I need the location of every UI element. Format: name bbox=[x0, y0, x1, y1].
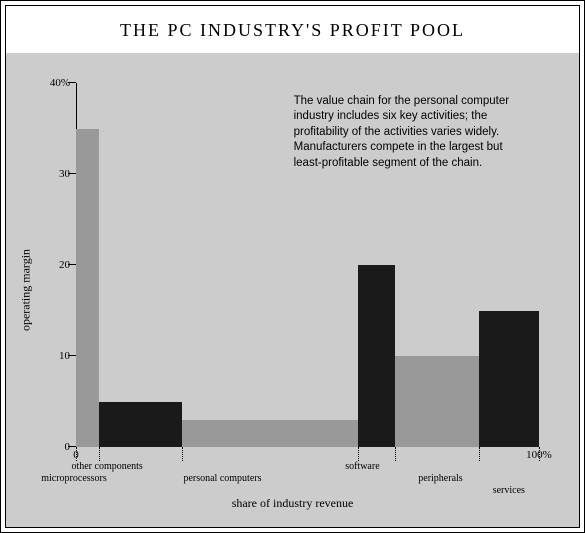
category-leader bbox=[395, 447, 396, 461]
category-label: peripherals bbox=[418, 473, 462, 484]
category-leader bbox=[99, 447, 100, 461]
annotation-text: The value chain for the personal compute… bbox=[294, 94, 526, 172]
bar-other-components bbox=[99, 402, 182, 448]
inner-frame: THE PC INDUSTRY'S PROFIT POOL operating … bbox=[5, 5, 580, 528]
category-leader bbox=[182, 447, 183, 461]
chart-title: THE PC INDUSTRY'S PROFIT POOL bbox=[6, 6, 579, 53]
category-leader bbox=[539, 447, 540, 461]
plot-region: 010203040%0100%microprocessorsother comp… bbox=[76, 83, 539, 447]
bar-services bbox=[479, 311, 539, 448]
category-label: other components bbox=[71, 461, 142, 472]
category-leader bbox=[479, 447, 480, 461]
category-label: personal computers bbox=[183, 473, 261, 484]
outer-frame: THE PC INDUSTRY'S PROFIT POOL operating … bbox=[0, 0, 585, 533]
bar-software bbox=[358, 265, 395, 447]
bar-peripherals bbox=[395, 356, 478, 447]
category-label: microprocessors bbox=[41, 473, 107, 484]
y-tick-label: 0 bbox=[46, 441, 70, 453]
category-label: software bbox=[345, 461, 379, 472]
bar-microprocessors bbox=[76, 129, 99, 448]
category-leader bbox=[76, 447, 77, 461]
category-leader bbox=[358, 447, 359, 461]
bar-personal-computers bbox=[182, 420, 358, 447]
chart-area: operating margin share of industry reven… bbox=[6, 53, 579, 527]
y-tick-label: 40% bbox=[46, 77, 70, 89]
category-label: services bbox=[493, 485, 525, 496]
y-axis-label: operating margin bbox=[19, 249, 34, 331]
x-axis-label: share of industry revenue bbox=[6, 496, 579, 511]
y-tick-label: 20 bbox=[46, 259, 70, 271]
y-tick-label: 10 bbox=[46, 350, 70, 362]
y-tick-label: 30 bbox=[46, 168, 70, 180]
